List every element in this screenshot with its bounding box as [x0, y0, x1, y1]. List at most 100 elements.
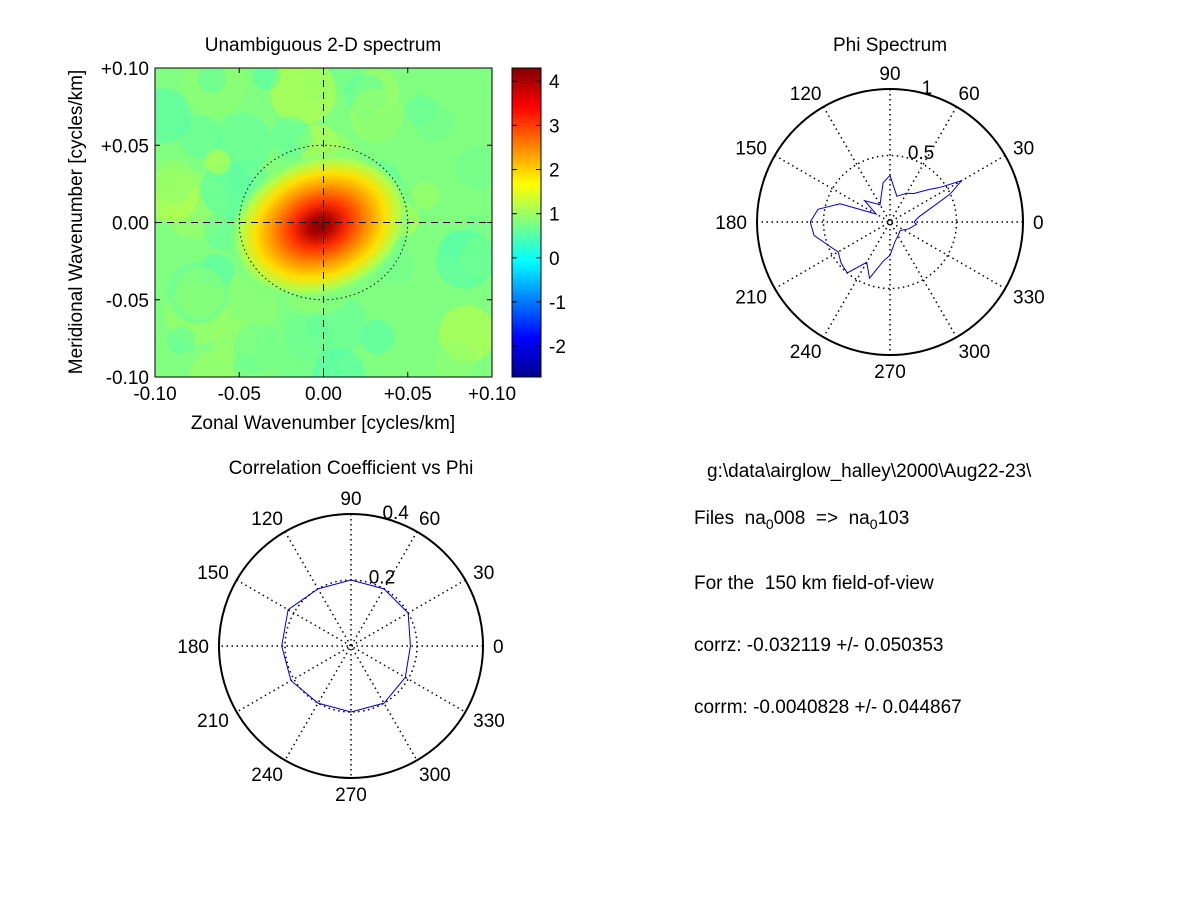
heatmap-y-tick-label: -0.10 [106, 368, 149, 389]
phi-spectrum-outer-circle [756, 88, 1024, 356]
heatmap-title: Unambiguous 2-D spectrum [205, 35, 442, 56]
phi-spectrum-r-tick-label: 0.5 [908, 143, 934, 164]
colorbar [511, 67, 542, 378]
heatmap-x-tick-label: +0.05 [384, 384, 432, 405]
info-files: Files na0008 => na0103 [694, 508, 909, 532]
colorbar-tick-label: -2 [549, 337, 566, 358]
phi-spectrum-angle-label: 60 [959, 84, 980, 105]
phi-spectrum-angle-label: 90 [879, 64, 900, 85]
phi-spectrum-angle-label: 30 [1013, 139, 1034, 160]
phi-spectrum-series-line [809, 174, 963, 280]
heatmap-texture-cell [253, 68, 280, 90]
heatmap-texture-cell [411, 181, 440, 210]
files-end: 103 [877, 508, 910, 529]
colorbar-ticks: 4 3 2 1 0 -1 -2 [512, 72, 566, 358]
heatmap-texture-cell [155, 159, 195, 205]
correlation-angle-label: 240 [251, 765, 283, 786]
heatmap-y-label: Meridional Wavenumber [cycles/km] [66, 70, 87, 374]
phi-spectrum-angle-label: 120 [790, 84, 822, 105]
heatmap-texture-cell [178, 115, 223, 160]
info-corrm: corrm: -0.0040828 +/- 0.044867 [694, 697, 962, 718]
info-path: g:\data\airglow_halley\2000\Aug22-23\ [707, 461, 1032, 482]
phi-spectrum-r-tick-label: 1 [922, 78, 933, 99]
phi-spectrum-angle-label: 330 [1013, 288, 1045, 309]
heatmap-x-tick-label: 0.00 [305, 384, 342, 405]
correlation-angle-label: 120 [251, 509, 283, 530]
heatmap-texture-cell [198, 68, 226, 94]
correlation-angle-label: 330 [473, 711, 505, 732]
phi-spectrum-angle-label: 210 [735, 288, 767, 309]
correlation-angle-label: 60 [419, 509, 440, 530]
correlation-panel: Correlation Coefficient vs Phi 0.2 0.4 0 30… [177, 458, 505, 806]
heatmap-x-tick-label: -0.10 [133, 384, 176, 405]
correlation-r-tick-label: 0.4 [382, 503, 409, 524]
correlation-r-tick-label: 0.2 [369, 567, 395, 588]
heatmap-texture-cell [175, 266, 226, 317]
phi-spectrum-angle-label: 180 [715, 213, 747, 234]
files-sub-2: 0 [869, 516, 878, 532]
info-fov: For the 150 km field-of-view [694, 573, 934, 594]
correlation-title: Correlation Coefficient vs Phi [229, 458, 474, 479]
heatmap-x-tick-label: +0.10 [468, 384, 516, 405]
correlation-spoke [284, 531, 418, 761]
heatmap-texture-cell [215, 112, 273, 170]
heatmap-texture-cell [167, 326, 195, 355]
correlation-spoke [236, 579, 466, 713]
phi-spectrum-angle-label: 300 [959, 342, 991, 363]
heatmap-y-ticks: +0.10 +0.05 0.00 -0.05 -0.10 [101, 59, 492, 389]
correlation-angle-label: 210 [197, 711, 229, 732]
heatmap-peak [225, 149, 415, 303]
correlation-angle-label: 180 [177, 637, 209, 658]
correlation-angle-label: 30 [473, 563, 494, 584]
correlation-outer-circle [218, 513, 484, 779]
correlation-polar: 0.2 0.4 0 30 60 90 120 150 180 210 240 270 300 330 [177, 489, 505, 806]
correlation-angle-label: 90 [340, 489, 361, 510]
heatmap-texture-cell [433, 340, 475, 377]
heatmap-texture-cell [269, 68, 337, 125]
colorbar-tick-label: -1 [549, 293, 566, 314]
heatmap-texture-cell [459, 236, 492, 276]
heatmap-texture-cell [415, 103, 455, 143]
phi-spectrum-angle-label: 240 [790, 342, 822, 363]
correlation-angle-label: 150 [197, 563, 229, 584]
files-sub-1: 0 [765, 516, 774, 532]
correlation-angle-label: 270 [335, 785, 367, 806]
heatmap-texture-cell [232, 323, 284, 374]
colorbar-tick-label: 4 [549, 72, 560, 93]
correlation-angle-label: 300 [419, 765, 451, 786]
heatmap-x-ticks: -0.10 -0.05 0.00 +0.05 +0.10 [133, 68, 516, 405]
colorbar-tick-label: 3 [549, 116, 560, 137]
colorbar-tick-label: 2 [549, 161, 560, 182]
heatmap-y-tick-label: +0.05 [101, 136, 149, 157]
colorbar-tick-label: 1 [549, 205, 560, 226]
phi-spectrum-title: Phi Spectrum [833, 35, 947, 56]
heatmap-panel: Unambiguous 2-D spectrum -0.10 -0.05 0.00 +… [66, 35, 566, 434]
heatmap-y-tick-label: -0.05 [106, 291, 149, 312]
heatmap-dotted-circle [238, 144, 409, 301]
heatmap-overlay [155, 68, 492, 377]
heatmap-y-tick-label: +0.10 [101, 59, 149, 80]
files-mid: 008 => na [773, 508, 870, 529]
info-corrz: corrz: -0.032119 +/- 0.050353 [694, 635, 944, 656]
heatmap-texture [155, 68, 492, 377]
phi-spectrum-polar: 0.5 1 0 30 60 90 120 150 180 210 240 270 300 330 [715, 64, 1044, 383]
files-prefix: Files na [694, 508, 766, 529]
heatmap-texture-cell [360, 319, 395, 354]
heatmap-texture-cell [312, 347, 365, 377]
correlation-series-line [281, 579, 411, 713]
correlation-angle-label: 0 [493, 637, 504, 658]
phi-spectrum-panel: Phi Spectrum 0.5 1 0 30 60 90 120 150 180 210 240 2… [715, 35, 1044, 383]
phi-spectrum-angle-label: 270 [874, 362, 906, 383]
heatmap-x-label: Zonal Wavenumber [cycles/km] [191, 413, 455, 434]
heatmap-x-tick-label: -0.05 [218, 384, 261, 405]
phi-spectrum-angle-label: 150 [735, 139, 767, 160]
heatmap-y-tick-label: 0.00 [112, 214, 149, 235]
heatmap-texture-cell [350, 88, 404, 143]
heatmap-texture-cell [205, 149, 231, 175]
heatmap-texture-cell [155, 88, 191, 144]
colorbar-tick-label: 0 [549, 249, 560, 270]
correlation-spoke [284, 531, 418, 761]
heatmap-texture-cell [270, 116, 313, 158]
heatmap-texture-cell [455, 146, 492, 191]
